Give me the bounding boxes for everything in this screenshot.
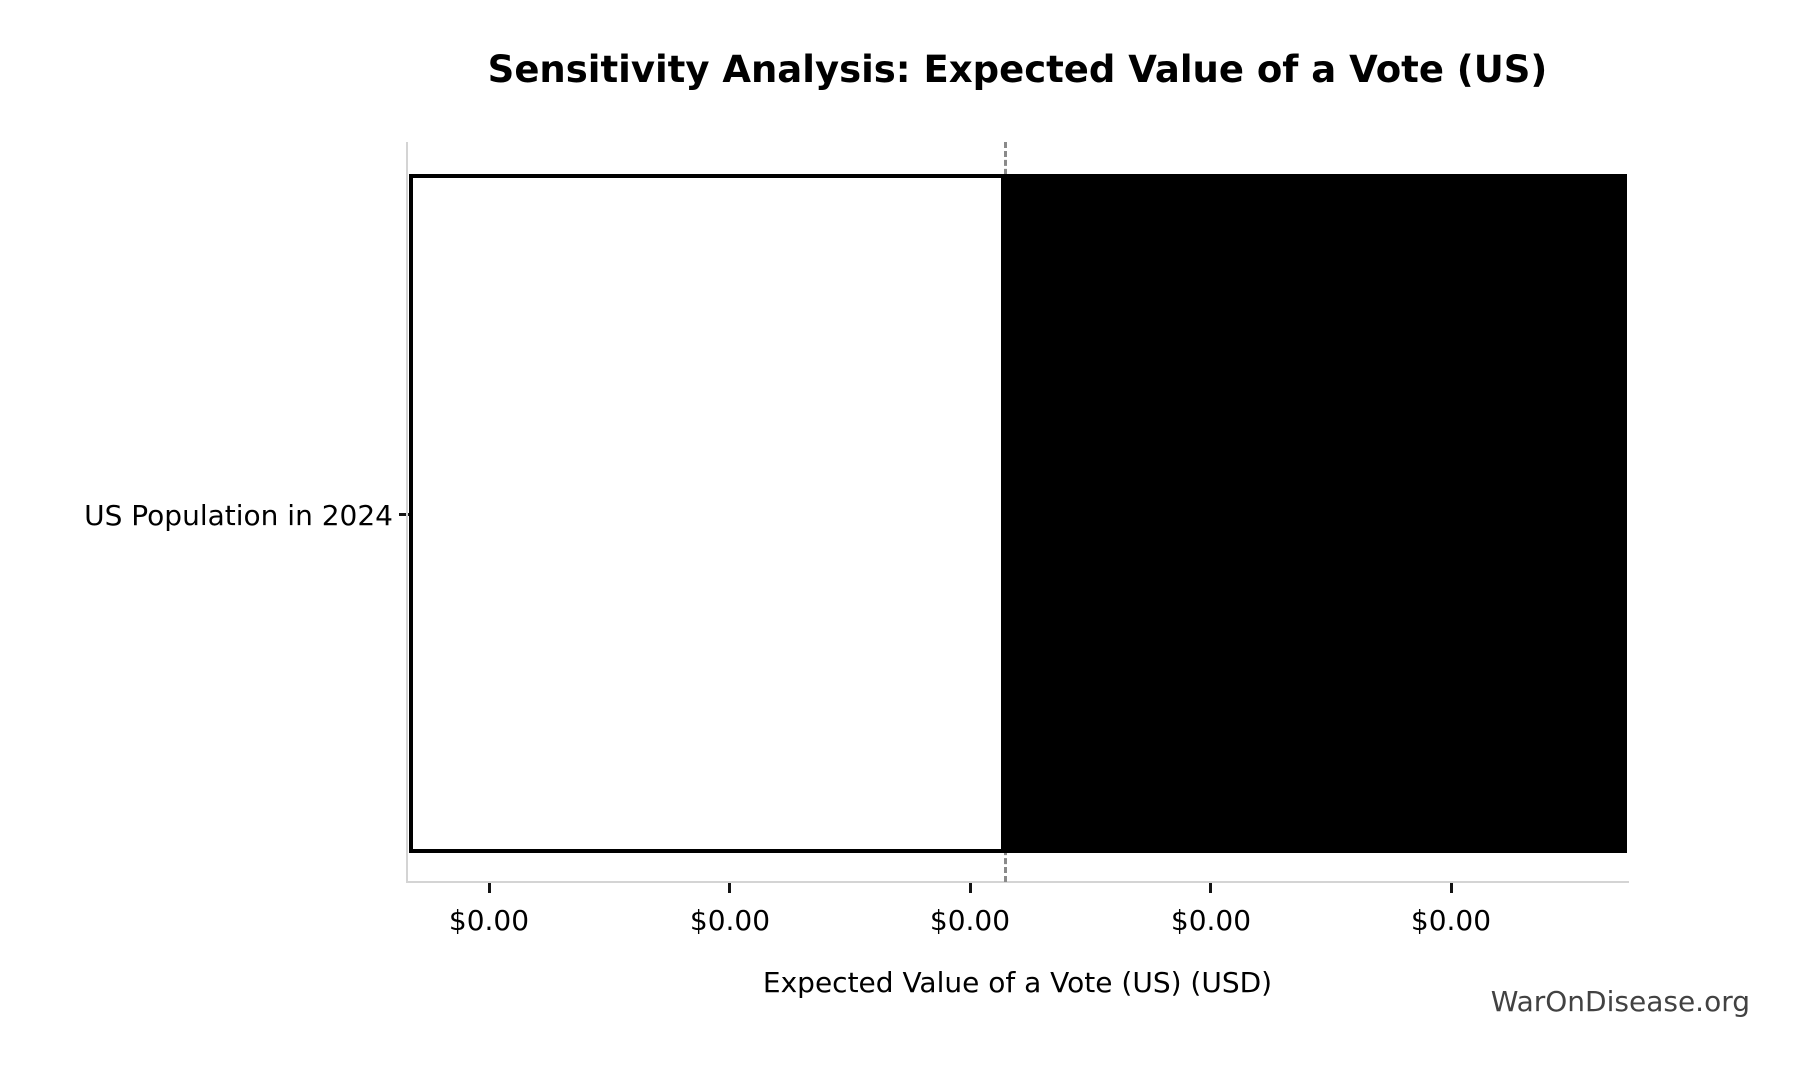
x-axis-tick-label: $0.00 [929, 904, 1011, 937]
y-axis-tick-mark [399, 513, 409, 516]
x-axis-spine [406, 881, 1629, 883]
bar-high-segment [1005, 174, 1627, 853]
bar-low-segment [409, 174, 1005, 853]
x-axis-tick-label: $0.00 [1170, 904, 1252, 937]
watermark-text: WarOnDisease.org [1490, 985, 1750, 1018]
chart-title: Sensitivity Analysis: Expected Value of … [487, 48, 1548, 91]
x-axis-tick-label: $0.00 [1410, 904, 1492, 937]
x-axis-tick-label: $0.00 [689, 904, 771, 937]
x-axis-label: Expected Value of a Vote (US) (USD) [762, 966, 1273, 999]
x-axis-tick-mark [969, 883, 972, 893]
x-axis-tick-mark [488, 883, 491, 893]
x-axis-tick-mark [728, 883, 731, 893]
y-axis-category-label: US Population in 2024 [84, 499, 393, 532]
x-axis-tick-label: $0.00 [448, 904, 530, 937]
x-axis-tick-mark [1209, 883, 1212, 893]
y-axis-spine [406, 142, 408, 883]
x-axis-tick-mark [1450, 883, 1453, 893]
